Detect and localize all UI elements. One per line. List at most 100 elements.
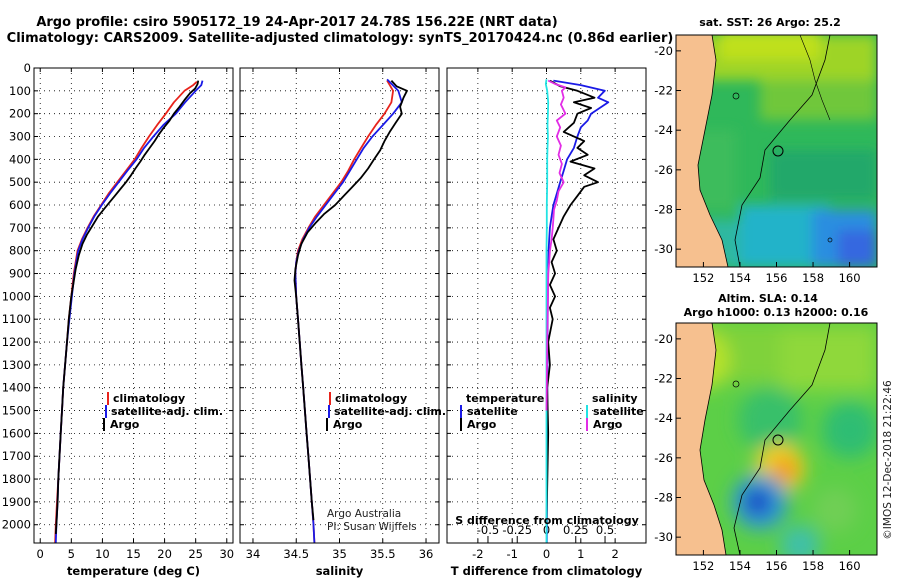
series-line-temperature-satellite — [545, 79, 610, 544]
y-tick-label: 300 — [9, 130, 31, 144]
map-y-tick-label: -26 — [654, 163, 673, 177]
y-tick-label: 1000 — [2, 289, 31, 303]
x-tick-label: 25 — [188, 547, 203, 561]
plot-frame — [239, 67, 440, 544]
y-tick-label: 500 — [9, 175, 31, 189]
legend-label-satellite: satellite-adj. clim. — [334, 405, 446, 418]
series-line-argo — [293, 79, 408, 521]
y-tick-label: 1700 — [2, 449, 31, 463]
s-tick-label: 0.25 — [563, 523, 589, 537]
legend-label-argo: Argo — [110, 418, 140, 431]
watermark: ©IMOS 12-Dec-2018 21:22:46 — [882, 380, 894, 540]
sst-map-title: sat. SST: 26 Argo: 25.2 — [699, 16, 841, 29]
y-tick-label: 1600 — [2, 426, 31, 440]
map-y-tick-label: -20 — [654, 44, 673, 58]
map-x-tick-label: 160 — [839, 271, 861, 285]
y-tick-label: 800 — [9, 244, 31, 258]
y-tick-label: 1100 — [2, 312, 31, 326]
difference-top-label: S difference from climatology — [455, 514, 639, 527]
x-tick-label: 10 — [95, 547, 110, 561]
plot-frame — [33, 67, 234, 544]
y-tick-label: 700 — [9, 221, 31, 235]
sst-map-field — [676, 35, 877, 267]
salinity-legend: climatology satellite-adj. clim. Argo Ar… — [326, 392, 446, 533]
sst-map: sat. SST: 26 Argo: 25.2 — [675, 16, 878, 268]
map-y-tick-label: -20 — [654, 332, 673, 346]
map-x-tick-label: 158 — [802, 559, 824, 573]
map-y-tick-label: -30 — [654, 530, 673, 544]
map-y-tick-label: -30 — [654, 242, 673, 256]
x-tick-label: 34 — [246, 547, 261, 561]
legend-label-sal-argo: Argo — [593, 418, 623, 431]
y-tick-label: 900 — [9, 267, 31, 281]
x-axis-label: temperature (deg C) — [67, 564, 200, 578]
legend-label-climatology: climatology — [335, 392, 407, 405]
legend-label-sal-satellite: satellite — [593, 405, 644, 418]
x-tick-label: 0 — [37, 547, 44, 561]
temperature-panel: 0 100 200 300 400 500 600 700 800 900 1000 1100 1200… — [2, 61, 234, 578]
x-tick-label: 30 — [219, 547, 234, 561]
map-y-tick-label: -22 — [654, 84, 673, 98]
plot-frame — [446, 67, 647, 544]
map-x-tick-label: 154 — [729, 559, 751, 573]
series-line-salinity-satellite — [544, 79, 550, 543]
credit-line-1: Argo Australia — [327, 508, 401, 520]
credit-line-2: PI: Susan Wijffels — [327, 521, 417, 533]
sla-map: Altim. SLA: 0.14 Argo h1000: 0.13 h2000:… — [675, 292, 878, 556]
map-y-tick-label: -24 — [654, 123, 673, 137]
y-tick-label: 200 — [9, 107, 31, 121]
y-tick-label: 1200 — [2, 335, 31, 349]
x-tick-label: 20 — [157, 547, 172, 561]
series-line-argo — [54, 80, 200, 534]
temperature-legend: climatology satellite-adj. clim. Argo — [103, 392, 223, 431]
map-y-tick-label: -26 — [654, 451, 673, 465]
y-tick-label: 2000 — [2, 518, 31, 532]
s-tick-label: 0.5 — [596, 523, 614, 537]
map-x-tick-label: 158 — [802, 271, 824, 285]
sla-map-title-1: Altim. SLA: 0.14 — [718, 292, 818, 305]
legend-label-temp-argo: Argo — [467, 418, 497, 431]
y-tick-label: 400 — [9, 152, 31, 166]
y-tick-label: 100 — [9, 84, 31, 98]
difference-panel: -2 -1 0 1 2-0.5 -0.25 0 0.25 0.5T difference fro… — [446, 67, 647, 578]
map-x-tick-label: 156 — [766, 271, 788, 285]
s-tick-label: -0.25 — [502, 523, 532, 537]
salinity-panel: 34 34.5 35 35.5 36 salinity — [239, 67, 440, 578]
series-line-salinity-argo — [545, 79, 567, 411]
map-x-tick-label: 152 — [692, 271, 714, 285]
x-axis-label: salinity — [316, 564, 364, 578]
legend-label-satellite: satellite-adj. clim. — [111, 405, 223, 418]
y-tick-label: 600 — [9, 198, 31, 212]
x-tick-label: 35 — [332, 547, 347, 561]
sla-map-title-2: Argo h1000: 0.13 h2000: 0.16 — [684, 306, 869, 319]
x-tick-label: 1 — [577, 547, 584, 561]
y-tick-label: 1400 — [2, 381, 31, 395]
x-tick-label: 5 — [68, 547, 75, 561]
legend-label-temp-satellite: satellite — [467, 405, 518, 418]
legend-title-temperature: temperature — [466, 392, 544, 405]
y-tick-label: 1900 — [2, 495, 31, 509]
series-line-climatology — [54, 81, 198, 544]
x-tick-label: 35.5 — [370, 547, 396, 561]
map-y-tick-label: -28 — [654, 202, 673, 216]
series-line-temperature-argo — [545, 79, 599, 525]
header-line-1: Argo profile: csiro 5905172_19 24-Apr-20… — [36, 15, 557, 30]
legend-label-argo: Argo — [333, 418, 363, 431]
sla-map-field — [676, 323, 877, 555]
map-x-tick-label: 160 — [839, 559, 861, 573]
x-axis-label: T difference from climatology — [451, 564, 643, 578]
map-x-tick-label: 154 — [729, 271, 751, 285]
map-x-tick-label: 156 — [766, 559, 788, 573]
map-y-tick-label: -22 — [654, 372, 673, 386]
x-tick-label: 36 — [419, 547, 434, 561]
s-tick-label: -0.5 — [477, 523, 499, 537]
x-tick-label: -2 — [472, 547, 483, 561]
x-tick-label: -1 — [506, 547, 517, 561]
y-tick-label: 1500 — [2, 404, 31, 418]
difference-legend: temperature satellite Argo salinity sate… — [455, 392, 643, 527]
map-ticks: 152 154 156 158 160 -20 -22 -24 -26 -28 -30 152 154 1… — [654, 44, 860, 573]
series-line-satellite-adj-clim- — [54, 80, 204, 544]
x-tick-label: 2 — [611, 547, 618, 561]
legend-title-salinity: salinity — [592, 392, 638, 405]
